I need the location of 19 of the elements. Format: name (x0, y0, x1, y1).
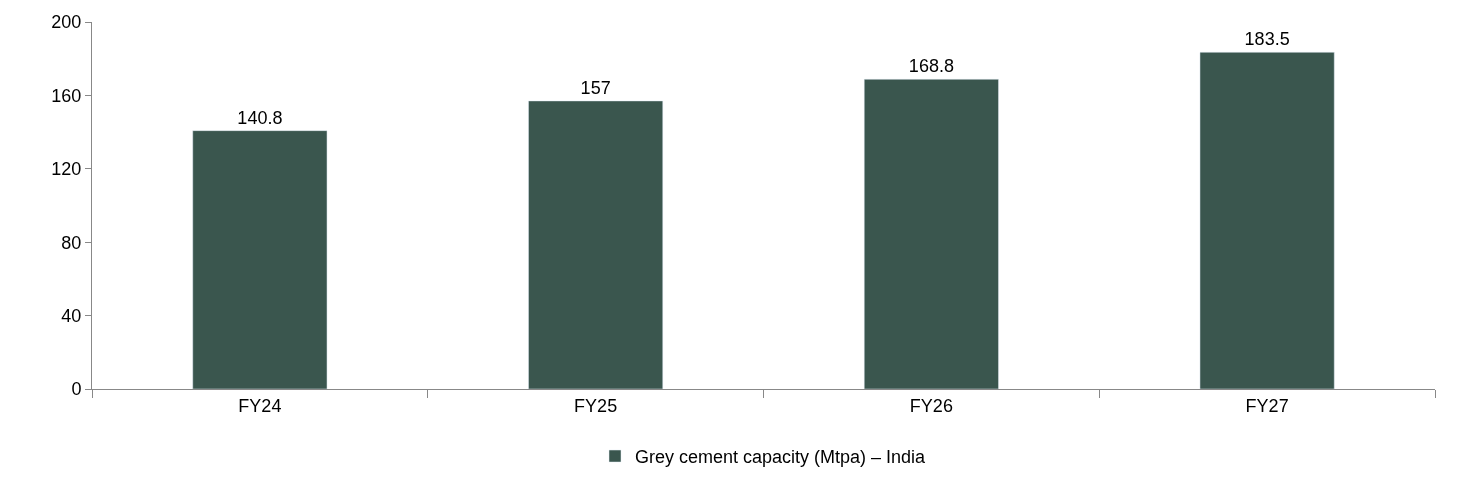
x-tick-label: FY25 (574, 395, 618, 416)
data-label: 140.8 (237, 107, 283, 128)
y-tick-label: 120 (51, 159, 82, 180)
y-tick-label: 40 (61, 305, 82, 326)
x-tick-label: FY27 (1245, 395, 1289, 416)
bar (1199, 52, 1335, 389)
y-tick-label: 80 (61, 232, 82, 253)
y-tick-label: 200 (51, 12, 82, 33)
y-tick-label: 0 (71, 379, 82, 400)
x-tick-label: FY26 (909, 395, 953, 416)
x-tick-label: FY24 (238, 395, 282, 416)
bar (192, 130, 328, 389)
bar (863, 79, 999, 389)
bar (528, 100, 664, 389)
y-tick-label: 160 (51, 85, 82, 106)
data-label: 183.5 (1244, 29, 1290, 50)
legend-label: Grey cement capacity (Mtpa) – India (635, 447, 927, 468)
data-label: 168.8 (908, 56, 954, 77)
data-label: 157 (580, 77, 611, 98)
